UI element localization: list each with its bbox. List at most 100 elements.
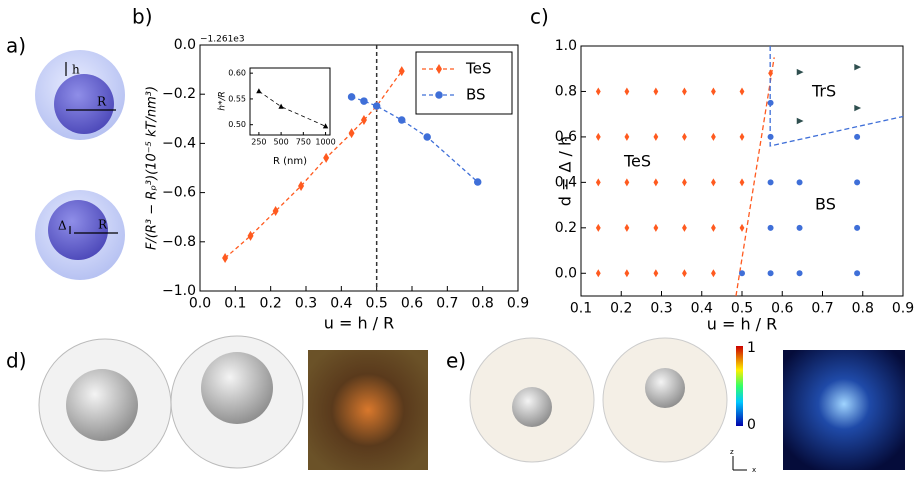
marker (854, 104, 862, 112)
y-tick-label: −0.6 (162, 185, 196, 201)
marker (796, 224, 803, 231)
marker (796, 179, 803, 186)
marker (767, 133, 774, 140)
marker (435, 91, 443, 99)
marker (247, 230, 254, 241)
marker (711, 178, 716, 187)
panel-label: b) (132, 5, 153, 29)
plot-frame (249, 67, 331, 136)
x-tick-label: 0.8 (472, 296, 494, 312)
marker (624, 87, 630, 96)
marker (739, 178, 745, 187)
y-tick-label: 0.8 (555, 83, 577, 99)
y-tick-label: 0.6 (555, 129, 577, 145)
series-line (258, 90, 326, 127)
marker (595, 269, 601, 278)
marker (423, 133, 431, 141)
y-tick-label: 0.4 (555, 174, 577, 190)
marker (595, 178, 601, 187)
x-tick-label: 0.3 (650, 301, 672, 317)
region-label: TrS (811, 82, 836, 101)
marker (624, 269, 630, 278)
x-tick-label: 0.7 (811, 301, 833, 317)
x-tick-label: 0.8 (852, 301, 874, 317)
marker (796, 117, 804, 125)
marker (624, 178, 630, 187)
marker (854, 63, 862, 71)
marker (682, 87, 687, 96)
x-tick-label: 0.1 (570, 301, 592, 317)
marker (682, 223, 687, 232)
marker (436, 64, 442, 74)
y-axis-label: F/(R³ − Rₚ³)(10⁻⁵ kT/nm³) (145, 86, 160, 250)
marker (796, 270, 803, 277)
marker (682, 178, 687, 187)
y-tick-label: 1.0 (555, 38, 577, 54)
diagram-label: h (72, 63, 80, 77)
marker (767, 270, 774, 277)
marker (360, 97, 368, 105)
marker (653, 269, 659, 278)
marker (739, 132, 745, 141)
axis-glyph: x (752, 466, 756, 474)
marker (854, 133, 861, 140)
marker (624, 132, 630, 141)
marker (768, 69, 773, 78)
marker (739, 270, 745, 277)
marker (767, 179, 774, 186)
x-tick-label: 0.2 (260, 296, 282, 312)
diagram-label: R (98, 218, 108, 232)
x-tick-label: 0.4 (691, 301, 713, 317)
x-tick-label: 500 (273, 138, 288, 147)
x-tick-label: 0.9 (507, 296, 529, 312)
x-axis-label: R (nm) (273, 156, 307, 167)
marker (322, 123, 329, 129)
marker (323, 152, 330, 163)
x-tick-label: 0.0 (189, 296, 211, 312)
marker (348, 128, 355, 139)
colorbar-tick: 0 (747, 417, 756, 433)
y-tick-label: 0.60 (228, 69, 246, 78)
x-tick-label: 0.5 (731, 301, 753, 317)
x-tick-label: 0.2 (610, 301, 632, 317)
marker (682, 269, 687, 278)
marker (711, 132, 716, 141)
marker (653, 132, 659, 141)
marker (854, 270, 861, 277)
y-tick-label: 0.50 (228, 120, 246, 129)
x-tick-label: 0.7 (436, 296, 458, 312)
panel-label: d) (6, 349, 27, 373)
diagram-a: h R Δ R (35, 50, 125, 280)
marker (854, 224, 861, 231)
marker (222, 253, 229, 264)
marker (360, 115, 367, 126)
region-label: TeS (623, 152, 651, 171)
marker (347, 93, 356, 101)
axis-glyph: z (730, 448, 734, 456)
marker (796, 68, 804, 76)
plot-frame (580, 45, 904, 297)
marker (278, 103, 284, 109)
colorbar-tick: 1 (747, 340, 756, 356)
marker (767, 224, 774, 231)
diagram-label: Δ (58, 219, 67, 233)
marker (653, 87, 659, 96)
x-tick-label: 0.4 (330, 296, 352, 312)
marker (595, 87, 601, 96)
boundary-line (769, 46, 904, 147)
x-tick-label: 750 (296, 138, 311, 147)
x-tick-label: 1000 (315, 138, 335, 147)
legend-box (415, 51, 513, 115)
marker (739, 223, 745, 232)
y-tick-label: −0.8 (162, 234, 196, 250)
diagram-label: R (97, 95, 107, 109)
marker (711, 269, 716, 278)
boundary-line (735, 57, 775, 297)
x-tick-label: 250 (251, 138, 266, 147)
y-axis-label: d = Δ / h (556, 136, 575, 206)
region-label: BS (815, 195, 836, 214)
marker (256, 88, 262, 94)
x-tick-label: 0.6 (401, 296, 423, 312)
y-axis-label: h*/R (218, 91, 228, 111)
